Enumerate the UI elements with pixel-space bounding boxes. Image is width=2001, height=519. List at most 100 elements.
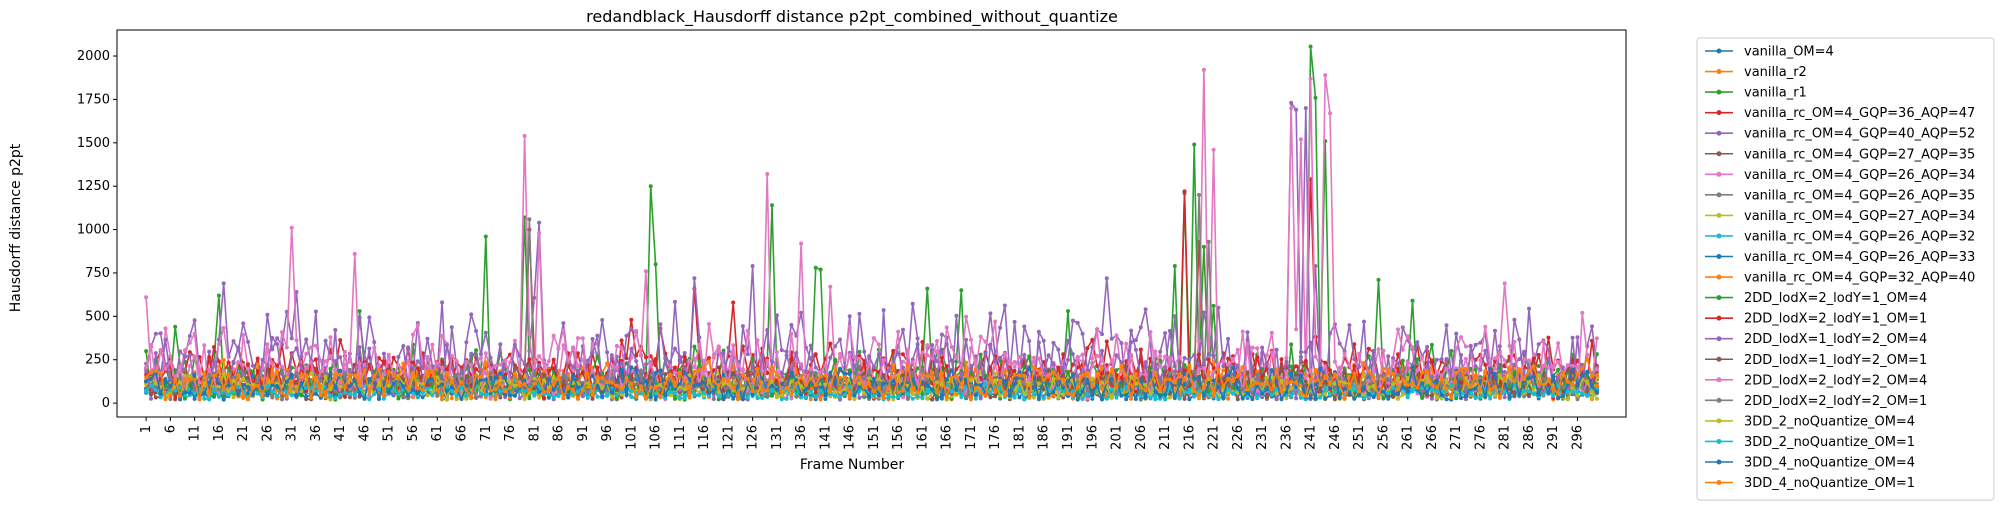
data-point [260,357,265,362]
data-point [605,361,610,366]
data-point [478,352,483,356]
data-point [949,345,954,349]
data-point [1070,352,1075,357]
data-point [362,355,367,360]
data-point [1075,374,1080,379]
data-point [1308,76,1313,81]
data-point [396,355,401,359]
data-point [789,357,794,362]
data-point [182,373,187,378]
data-point [498,362,503,367]
data-point [1051,340,1056,345]
plot-area [144,44,1599,403]
data-point [935,359,939,364]
data-point [1332,359,1337,364]
data-point [1182,189,1187,194]
data-point [149,343,153,347]
data-point [425,354,430,359]
data-point [905,377,910,382]
data-point [1313,95,1318,100]
data-point [406,359,411,364]
data-point [590,368,595,373]
data-point [1585,352,1590,357]
data-point [998,325,1003,330]
data-point [561,321,566,326]
data-point [449,353,454,358]
data-point [711,397,716,401]
data-point [347,359,352,364]
series-5 [144,100,1599,402]
data-point [988,311,993,316]
data-point [944,342,949,347]
data-point [313,343,318,348]
data-point [265,312,270,317]
data-point [1497,344,1502,349]
data-point [1328,331,1332,336]
data-point [144,295,149,300]
data-point [299,393,304,398]
data-point [1240,329,1245,334]
data-point [925,286,930,291]
data-point [216,364,221,369]
data-point [881,373,886,377]
data-point [212,393,216,398]
data-point [517,373,522,378]
data-point [881,308,886,313]
data-point [1017,355,1022,359]
data-point [774,350,779,355]
data-point [1080,352,1085,357]
data-point [168,360,173,365]
data-point [241,362,246,367]
data-point [643,269,648,274]
data-point [221,281,226,286]
data-point [182,348,187,353]
data-point [1337,341,1342,346]
data-point [1376,277,1381,282]
data-point [1211,147,1216,152]
data-point [454,359,459,363]
data-point [1197,192,1201,197]
data-point [1541,339,1546,344]
data-point [1512,317,1517,322]
data-point [1124,341,1129,346]
data-point [415,323,420,328]
data-point [624,372,629,377]
data-point [1536,352,1541,357]
data-point [663,372,668,377]
data-point [580,394,585,399]
data-point [978,396,983,401]
data-point [517,353,522,358]
data-point [1580,310,1585,315]
data-point [153,331,158,336]
data-point [1070,362,1075,367]
data-point [236,346,241,351]
data-point [474,348,479,353]
data-point [862,361,867,366]
data-point [799,362,804,367]
data-point [1061,373,1066,377]
data-point [731,343,736,348]
data-point [1274,347,1279,352]
data-point [537,231,542,235]
data-point [1483,362,1488,367]
data-point [1507,343,1512,348]
data-point [1133,347,1138,352]
data-point [1264,395,1269,400]
data-point [998,358,1003,363]
data-point [1260,345,1265,350]
data-point [1148,330,1153,335]
data-point [488,396,493,401]
data-point [1022,353,1027,357]
data-point [1425,345,1430,349]
data-point [964,360,969,365]
data-point [1410,298,1415,303]
data-point [1488,358,1493,363]
data-point [1269,330,1274,335]
data-point [187,340,192,345]
data-point [488,355,493,360]
data-point [901,395,905,400]
data-point [182,367,187,372]
data-point [309,360,314,365]
data-point [1366,346,1371,351]
data-point [750,363,755,368]
